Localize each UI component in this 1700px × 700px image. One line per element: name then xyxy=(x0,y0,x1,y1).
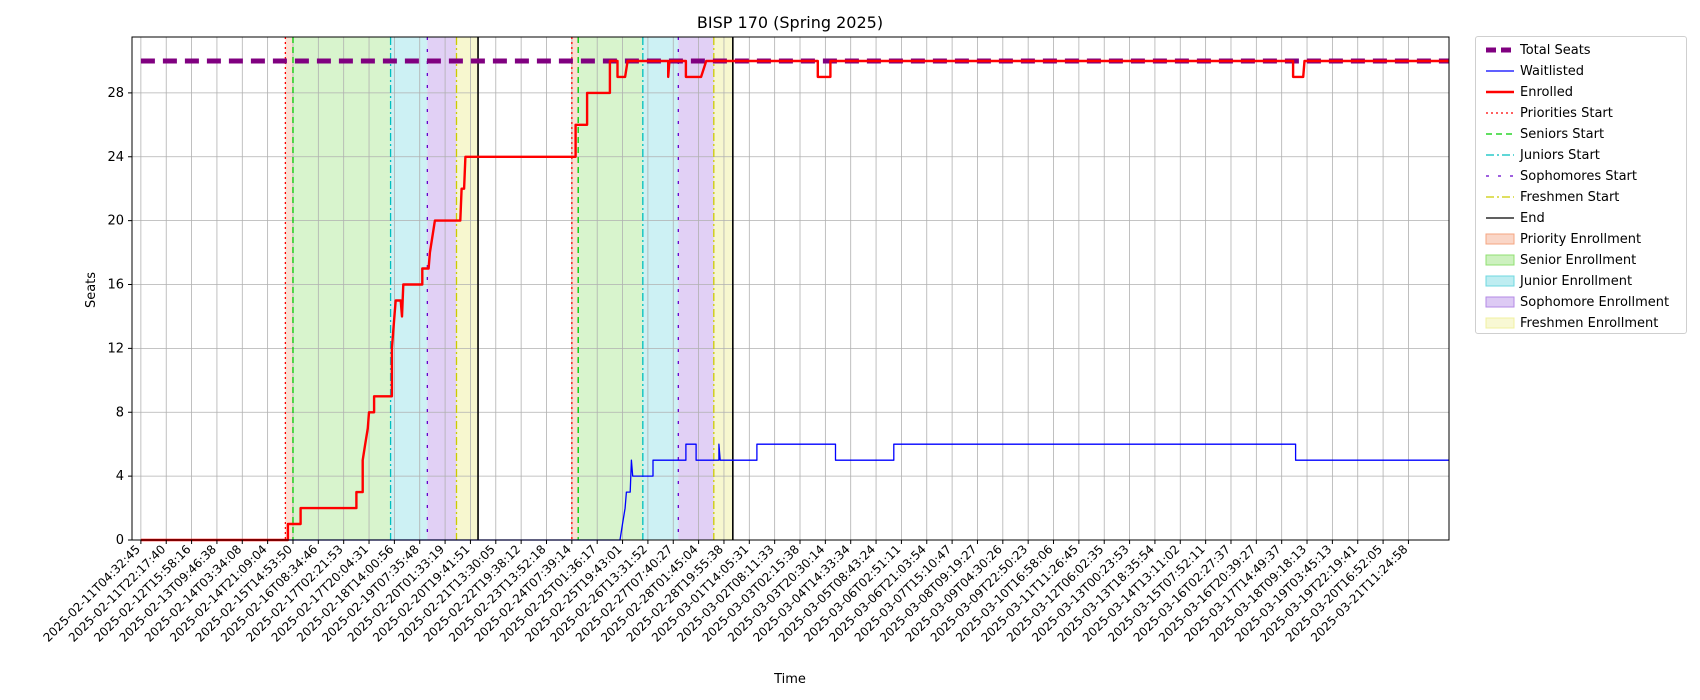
legend-item: Priorities Start xyxy=(1476,103,1686,123)
y-tick-label: 24 xyxy=(107,150,124,165)
legend-label: Freshmen Start xyxy=(1520,190,1620,205)
legend-item: Enrolled xyxy=(1476,82,1686,102)
legend-swatch xyxy=(1486,133,1514,135)
legend-label: Senior Enrollment xyxy=(1520,253,1637,268)
legend-patch xyxy=(1485,233,1515,245)
legend-item: Junior Enrollment xyxy=(1476,271,1686,291)
x-axis-ticks: 2025-02-11T04:32:452025-02-11T22:17:4020… xyxy=(40,540,1411,645)
region-sophomore-enrollment-0 xyxy=(427,37,457,540)
legend: Total Seats Waitlisted Enrolled Priorities … xyxy=(1475,36,1687,334)
y-tick-label: 8 xyxy=(116,405,124,420)
series-enrolled xyxy=(140,59,1449,542)
legend-item: Sophomore Enrollment xyxy=(1476,292,1686,312)
region-sophomore-enrollment-1 xyxy=(678,37,714,540)
region-senior-enrollment-1 xyxy=(578,37,643,540)
legend-label: Waitlisted xyxy=(1520,64,1585,79)
legend-item: Total Seats xyxy=(1476,40,1686,60)
legend-item: Freshmen Enrollment xyxy=(1476,313,1686,333)
legend-swatch xyxy=(1486,175,1514,177)
legend-patch xyxy=(1485,317,1515,329)
legend-swatch xyxy=(1486,196,1514,198)
legend-patch xyxy=(1485,275,1515,287)
legend-swatch xyxy=(1486,217,1514,219)
x-axis-label: Time xyxy=(773,672,806,687)
legend-swatch xyxy=(1486,154,1514,156)
enrollment-regions xyxy=(285,37,733,540)
period-markers xyxy=(284,37,734,540)
region-senior-enrollment-0 xyxy=(292,37,391,540)
y-tick-label: 28 xyxy=(107,86,124,101)
region-junior-enrollment-0 xyxy=(390,37,428,540)
legend-patch xyxy=(1485,254,1515,266)
legend-label: Juniors Start xyxy=(1520,148,1600,163)
region-priority-enrollment-1 xyxy=(571,37,579,540)
legend-swatch xyxy=(1486,47,1514,53)
y-axis-ticks: 0 4 8 12 16 20 24 28 xyxy=(107,86,132,548)
legend-swatch xyxy=(1486,70,1514,72)
region-priority-enrollment-0 xyxy=(285,37,293,540)
legend-swatch xyxy=(1485,296,1515,308)
legend-label: Priorities Start xyxy=(1520,106,1613,121)
y-tick-label: 0 xyxy=(116,533,124,548)
legend-label: Enrolled xyxy=(1520,85,1573,100)
legend-item: Waitlisted xyxy=(1476,61,1686,81)
legend-label: Sophomore Enrollment xyxy=(1520,295,1670,310)
plot-frame xyxy=(131,36,1450,541)
legend-item: Juniors Start xyxy=(1476,145,1686,165)
legend-swatch xyxy=(1485,254,1515,266)
legend-label: Freshmen Enrollment xyxy=(1520,316,1659,331)
region-freshmen-enrollment-1 xyxy=(713,37,733,540)
y-tick-label: 16 xyxy=(107,278,124,293)
legend-label: End xyxy=(1520,211,1545,226)
chart-title: BISP 170 (Spring 2025) xyxy=(697,13,883,32)
legend-item: Sophomores Start xyxy=(1476,166,1686,186)
legend-label: Seniors Start xyxy=(1520,127,1605,142)
legend-swatch xyxy=(1485,275,1515,287)
legend-label: Sophomores Start xyxy=(1520,169,1637,184)
y-axis-label: Seats xyxy=(84,272,99,308)
region-freshmen-enrollment-0 xyxy=(456,37,479,540)
legend-label: Junior Enrollment xyxy=(1520,274,1633,289)
legend-label: Total Seats xyxy=(1520,43,1591,58)
legend-item: Seniors Start xyxy=(1476,124,1686,144)
y-tick-label: 20 xyxy=(107,214,124,229)
legend-item: End xyxy=(1476,208,1686,228)
legend-patch xyxy=(1485,296,1515,308)
legend-item: Freshmen Start xyxy=(1476,187,1686,207)
region-junior-enrollment-1 xyxy=(642,37,679,540)
series-waitlisted xyxy=(140,443,1449,541)
legend-swatch xyxy=(1485,233,1515,245)
y-tick-label: 4 xyxy=(116,469,124,484)
legend-item: Senior Enrollment xyxy=(1476,250,1686,270)
legend-swatch xyxy=(1486,90,1514,94)
legend-item: Priority Enrollment xyxy=(1476,229,1686,249)
legend-swatch xyxy=(1485,317,1515,329)
legend-swatch xyxy=(1486,112,1514,114)
y-tick-label: 12 xyxy=(107,341,124,356)
series-lines xyxy=(140,58,1449,542)
legend-label: Priority Enrollment xyxy=(1520,232,1642,247)
